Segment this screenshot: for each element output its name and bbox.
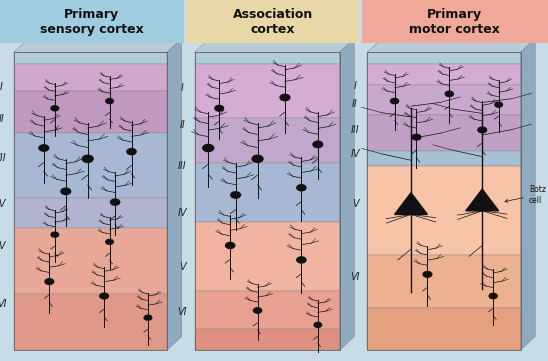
Bar [367,255,521,308]
Text: III: III [351,125,359,135]
Circle shape [280,94,290,101]
Text: V: V [179,262,186,273]
Text: II: II [352,99,358,109]
Bar [14,133,167,198]
Circle shape [100,293,109,299]
Text: I: I [0,82,3,92]
Text: I: I [353,81,357,91]
Circle shape [39,145,49,151]
Bar [195,52,340,64]
Polygon shape [466,189,499,211]
Polygon shape [521,39,535,350]
Circle shape [106,239,113,244]
Polygon shape [14,39,182,52]
Circle shape [51,232,59,237]
Text: V: V [0,241,5,251]
Bar [362,0,548,43]
Text: Botz
cell: Botz cell [505,185,546,205]
Bar [195,222,340,291]
Polygon shape [195,39,355,52]
Circle shape [489,293,497,299]
Polygon shape [167,39,182,350]
Bar [367,52,521,350]
Bar [367,52,521,64]
Text: VI: VI [0,299,7,309]
Text: III: III [178,161,187,171]
Bar [367,85,521,115]
Bar [195,162,340,222]
Circle shape [226,243,235,248]
Circle shape [45,279,54,284]
Bar [367,165,521,255]
Circle shape [423,271,432,277]
Bar [195,291,340,329]
Bar [367,151,521,165]
Circle shape [297,257,306,263]
Circle shape [203,144,214,152]
Text: I: I [181,83,184,93]
Polygon shape [395,193,427,214]
Circle shape [495,102,503,107]
Circle shape [231,192,241,198]
Text: Primary
motor cortex: Primary motor cortex [409,8,500,36]
Bar [195,52,340,350]
Circle shape [252,155,263,162]
Circle shape [313,141,323,148]
Text: Association
cortex: Association cortex [232,8,313,36]
Text: IV: IV [350,149,360,159]
Bar [14,52,167,64]
Text: IV: IV [0,199,7,209]
Circle shape [61,188,71,195]
Bar [195,329,340,350]
Text: II: II [0,114,4,124]
Circle shape [82,155,93,162]
Bar [14,228,167,293]
Circle shape [254,308,261,313]
Circle shape [391,99,398,104]
Bar [14,293,167,350]
Bar [367,115,521,151]
Text: Primary
sensory cortex: Primary sensory cortex [40,8,144,36]
Circle shape [446,91,453,96]
Bar [14,64,167,91]
Text: VI: VI [178,307,187,317]
Text: VI: VI [350,272,360,282]
Circle shape [111,199,119,205]
Circle shape [478,127,487,133]
Bar [0,0,184,43]
Circle shape [412,134,421,140]
Circle shape [127,149,136,155]
Bar [367,64,521,85]
Circle shape [106,99,113,104]
Bar [367,308,521,350]
Circle shape [51,106,59,111]
Bar [195,64,340,118]
Bar [195,118,340,162]
Circle shape [314,322,322,327]
Bar [14,52,167,350]
Text: III: III [0,153,6,163]
Bar [14,198,167,228]
Bar [186,0,359,43]
Circle shape [297,185,306,191]
Circle shape [144,315,152,320]
Text: II: II [180,120,185,130]
Text: V: V [352,199,358,209]
Bar [14,91,167,133]
Polygon shape [367,39,535,52]
Polygon shape [340,39,355,350]
Circle shape [215,105,224,111]
Text: IV: IV [178,208,187,218]
